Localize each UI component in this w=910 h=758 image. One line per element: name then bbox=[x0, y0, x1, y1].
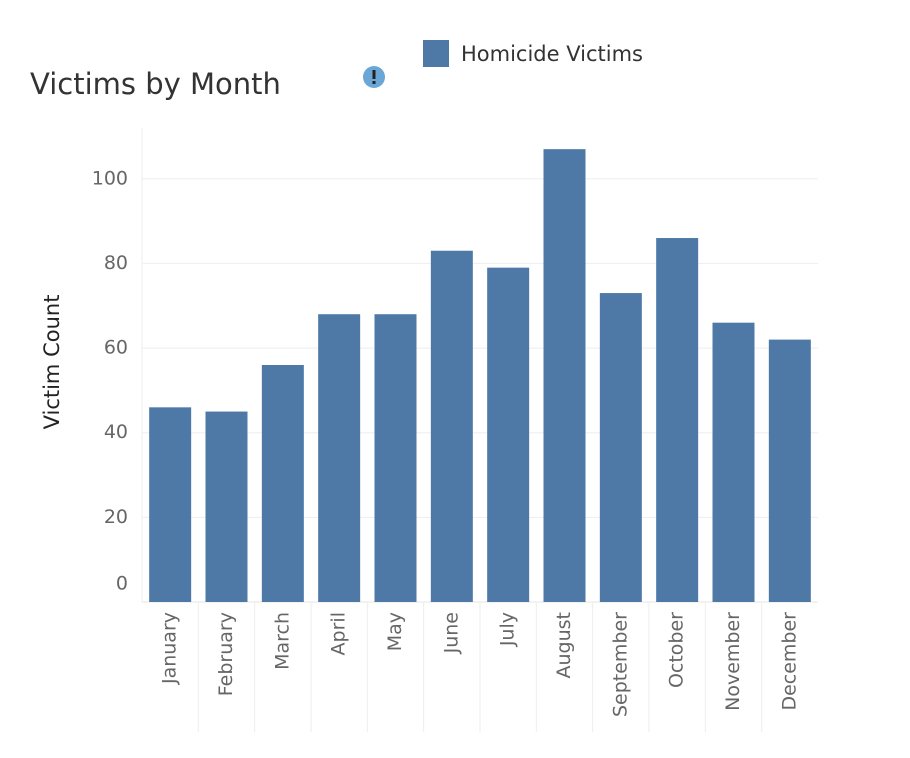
x-tick-label: June bbox=[440, 612, 462, 654]
y-tick-label: 40 bbox=[104, 421, 128, 443]
bar bbox=[149, 407, 192, 602]
bar bbox=[543, 149, 586, 603]
y-tick-label: 60 bbox=[104, 337, 128, 359]
bar bbox=[768, 339, 811, 602]
bar bbox=[599, 293, 642, 602]
bar bbox=[318, 314, 361, 602]
x-tick-label: January bbox=[159, 612, 181, 685]
legend-label: Homicide Victims bbox=[461, 42, 643, 66]
chart-title: Victims by Month bbox=[30, 67, 281, 101]
y-tick-label: 80 bbox=[104, 252, 128, 274]
x-tick-label: September bbox=[609, 612, 631, 717]
x-tick-label: March bbox=[271, 612, 293, 670]
y-tick-label: 100 bbox=[92, 167, 128, 189]
x-tick-label: November bbox=[722, 612, 744, 711]
bar bbox=[430, 250, 473, 602]
x-tick-label: February bbox=[215, 612, 237, 696]
x-tick-label: April bbox=[328, 612, 350, 655]
y-tick-label: 0 bbox=[116, 573, 128, 595]
bar bbox=[656, 238, 699, 603]
bar bbox=[374, 314, 417, 602]
x-tick-label: December bbox=[778, 612, 800, 711]
x-tick-label: October bbox=[666, 612, 688, 688]
bar bbox=[487, 267, 530, 602]
x-tick-label: August bbox=[553, 612, 575, 679]
bar bbox=[712, 322, 755, 602]
info-icon-mark bbox=[372, 70, 376, 79]
bar bbox=[205, 411, 248, 602]
x-tick-label: May bbox=[384, 612, 406, 651]
legend-swatch bbox=[423, 40, 449, 67]
bar bbox=[261, 365, 304, 602]
y-axis-label: Victim Count bbox=[40, 295, 64, 430]
info-icon-dot bbox=[372, 81, 376, 84]
y-tick-label: 20 bbox=[104, 506, 128, 528]
info-icon[interactable] bbox=[363, 66, 385, 88]
x-tick-label: July bbox=[497, 612, 519, 647]
